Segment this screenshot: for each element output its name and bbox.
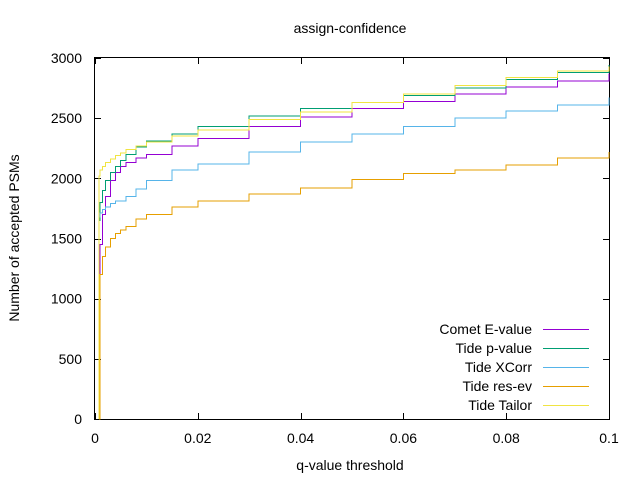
series-line-tide-xcorr (98, 97, 610, 419)
plot-area: 0 0.02 0.04 0.06 0.08 0.1 0 500 1000 1500 2000 250… (51, 50, 619, 446)
legend-label: Tide p-value (455, 340, 532, 356)
legend-label: Tide res-ev (462, 378, 532, 394)
chart-title: assign-confidence (294, 20, 407, 36)
x-tick-label: 0.1 (599, 430, 619, 446)
y-tick-label: 1000 (51, 291, 82, 307)
y-axis-title: Number of accepted PSMs (6, 154, 22, 321)
series-line-tide-p-value (98, 65, 610, 419)
series-line-tide-tailor (98, 66, 610, 419)
y-ticks: 0 500 1000 1500 2000 2500 3000 (51, 50, 609, 427)
legend-label: Tide XCorr (465, 359, 533, 375)
x-ticks: 0 0.02 0.04 0.06 0.08 0.1 (91, 58, 619, 446)
y-tick-label: 2000 (51, 170, 82, 186)
x-tick-label: 0 (91, 430, 99, 446)
plot-frame (94, 57, 610, 420)
legend-label: Comet E-value (439, 321, 532, 337)
series-lines (98, 65, 610, 420)
x-axis-title: q-value threshold (296, 457, 403, 473)
x-tick-label: 0.08 (493, 430, 520, 446)
series-line-comet-e-value (98, 73, 610, 419)
x-tick-label: 0.04 (287, 430, 314, 446)
legend-label: Tide Tailor (468, 397, 532, 413)
y-tick-label: 0 (74, 411, 82, 427)
y-tick-label: 3000 (51, 50, 82, 66)
x-tick-label: 0.02 (184, 430, 211, 446)
y-tick-label: 500 (59, 351, 83, 367)
x-tick-label: 0.06 (390, 430, 417, 446)
series-line-tide-res-ev (99, 151, 610, 420)
legend: Comet E-value Tide p-value Tide XCorr Tide … (439, 321, 589, 413)
y-tick-label: 1500 (51, 231, 82, 247)
y-tick-label: 2500 (51, 110, 82, 126)
